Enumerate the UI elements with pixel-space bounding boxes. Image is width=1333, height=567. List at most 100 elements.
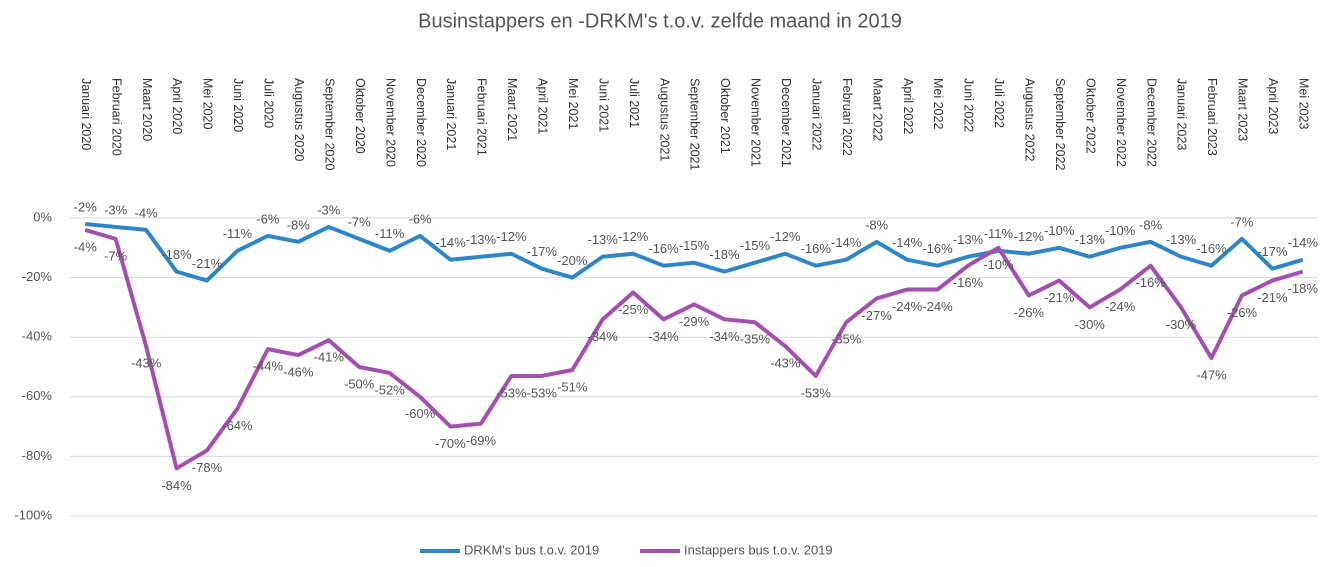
data-label: -6% — [408, 211, 432, 226]
data-label: -11% — [375, 226, 405, 241]
x-tick-label: Augustus 2020 — [292, 78, 306, 161]
data-label: -35% — [831, 332, 862, 347]
x-tick-label: April 2021 — [536, 78, 550, 134]
series-line — [85, 230, 1303, 468]
data-label: -43% — [770, 356, 801, 371]
x-tick-label: Februari 2021 — [475, 78, 489, 156]
x-tick-label: April 2020 — [170, 78, 184, 134]
x-tick-label: Oktober 2021 — [718, 78, 732, 154]
data-label: -30% — [1166, 317, 1197, 332]
data-label: -12% — [618, 229, 649, 244]
data-label: -53% — [496, 385, 527, 400]
data-label: -41% — [314, 350, 345, 365]
x-tick-label: Mei 2021 — [566, 78, 580, 129]
data-label: -11% — [223, 226, 253, 241]
x-tick-label: Januari 2022 — [809, 78, 823, 150]
x-tick-label: Januari 2020 — [79, 78, 93, 150]
y-tick-label: -60% — [22, 388, 53, 403]
data-label: -13% — [1166, 232, 1197, 247]
data-label: -13% — [466, 232, 497, 247]
data-label: -69% — [466, 433, 497, 448]
x-tick-label: Maart 2023 — [1236, 78, 1250, 141]
data-label: -4% — [74, 239, 98, 254]
x-tick-label: Mei 2022 — [931, 78, 945, 129]
data-label: -6% — [256, 211, 280, 226]
data-label: -24% — [892, 299, 923, 314]
data-label: -2% — [74, 199, 98, 214]
x-tick-label: September 2022 — [1053, 78, 1067, 170]
data-label: -16% — [648, 241, 679, 256]
x-tick-label: November 2020 — [383, 78, 397, 167]
data-label: -27% — [861, 308, 892, 323]
legend-label: Instappers bus t.o.v. 2019 — [684, 542, 833, 557]
data-label: -10% — [1044, 223, 1075, 238]
data-label: -34% — [588, 329, 619, 344]
data-label: -60% — [405, 406, 436, 421]
x-tick-label: December 2021 — [779, 78, 793, 167]
data-label: -4% — [135, 205, 159, 220]
data-label: -53% — [527, 385, 558, 400]
data-label: -44% — [253, 359, 284, 374]
data-label: -18% — [1288, 281, 1319, 296]
x-tick-label: September 2021 — [688, 78, 702, 170]
x-tick-label: Oktober 2022 — [1083, 78, 1097, 154]
data-label: -70% — [435, 436, 466, 451]
x-tick-label: Mei 2020 — [201, 78, 215, 129]
data-label: -16% — [1135, 275, 1166, 290]
data-label: -7% — [104, 248, 128, 263]
y-tick-label: -20% — [22, 269, 53, 284]
x-tick-label: Juli 2020 — [262, 78, 276, 128]
data-label: -10% — [1105, 223, 1136, 238]
data-label: -47% — [1196, 367, 1227, 382]
data-label: -51% — [557, 379, 588, 394]
x-tick-label: November 2022 — [1114, 78, 1128, 167]
data-label: -30% — [1075, 317, 1106, 332]
x-tick-label: November 2021 — [749, 78, 763, 167]
x-tick-label: Juli 2021 — [627, 78, 641, 128]
x-tick-label: April 2023 — [1266, 78, 1280, 134]
x-tick-label: Augustus 2022 — [1023, 78, 1037, 161]
data-label: -8% — [1139, 217, 1163, 232]
data-label: -25% — [618, 302, 649, 317]
data-label: -16% — [953, 275, 984, 290]
data-label: -21% — [1257, 290, 1288, 305]
x-tick-label: Augustus 2021 — [657, 78, 671, 161]
data-label: -13% — [953, 232, 984, 247]
data-label: -16% — [922, 241, 953, 256]
data-label: -14% — [892, 235, 923, 250]
data-label: -14% — [435, 235, 466, 250]
data-label: -50% — [344, 376, 375, 391]
data-label: -16% — [1196, 241, 1227, 256]
data-label: -17% — [527, 244, 558, 259]
x-tick-label: Januari 2021 — [444, 78, 458, 150]
chart-title: Businstappers en -DRKM's t.o.v. zelfde m… — [418, 10, 902, 32]
x-tick-label: Maart 2020 — [140, 78, 154, 141]
y-tick-label: -80% — [22, 448, 53, 463]
data-label: -21% — [192, 256, 223, 271]
data-label: -3% — [317, 202, 341, 217]
data-label: -7% — [1230, 214, 1254, 229]
data-label: -7% — [348, 214, 372, 229]
y-tick-label: 0% — [33, 209, 52, 224]
x-tick-label: Mei 2023 — [1296, 78, 1310, 129]
data-label: -24% — [922, 299, 953, 314]
x-tick-label: Juli 2022 — [992, 78, 1006, 128]
x-tick-label: Februari 2020 — [109, 78, 123, 156]
data-label: -13% — [588, 232, 619, 247]
x-tick-label: April 2022 — [901, 78, 915, 134]
x-tick-label: Juni 2020 — [231, 78, 245, 132]
data-label: -14% — [1288, 235, 1319, 250]
data-label: -14% — [831, 235, 862, 250]
data-label: -17% — [1257, 244, 1288, 259]
legend-label: DRKM's bus t.o.v. 2019 — [464, 542, 599, 557]
data-label: -43% — [131, 356, 162, 371]
data-label: -64% — [222, 418, 253, 433]
data-label: -13% — [1075, 232, 1106, 247]
data-label: -34% — [709, 329, 740, 344]
x-tick-label: Februari 2023 — [1205, 78, 1219, 156]
data-label: -26% — [1227, 305, 1258, 320]
data-label: -10% — [983, 257, 1014, 272]
data-label: -84% — [161, 478, 192, 493]
data-label: -35% — [740, 332, 771, 347]
x-tick-label: Januari 2023 — [1175, 78, 1189, 150]
